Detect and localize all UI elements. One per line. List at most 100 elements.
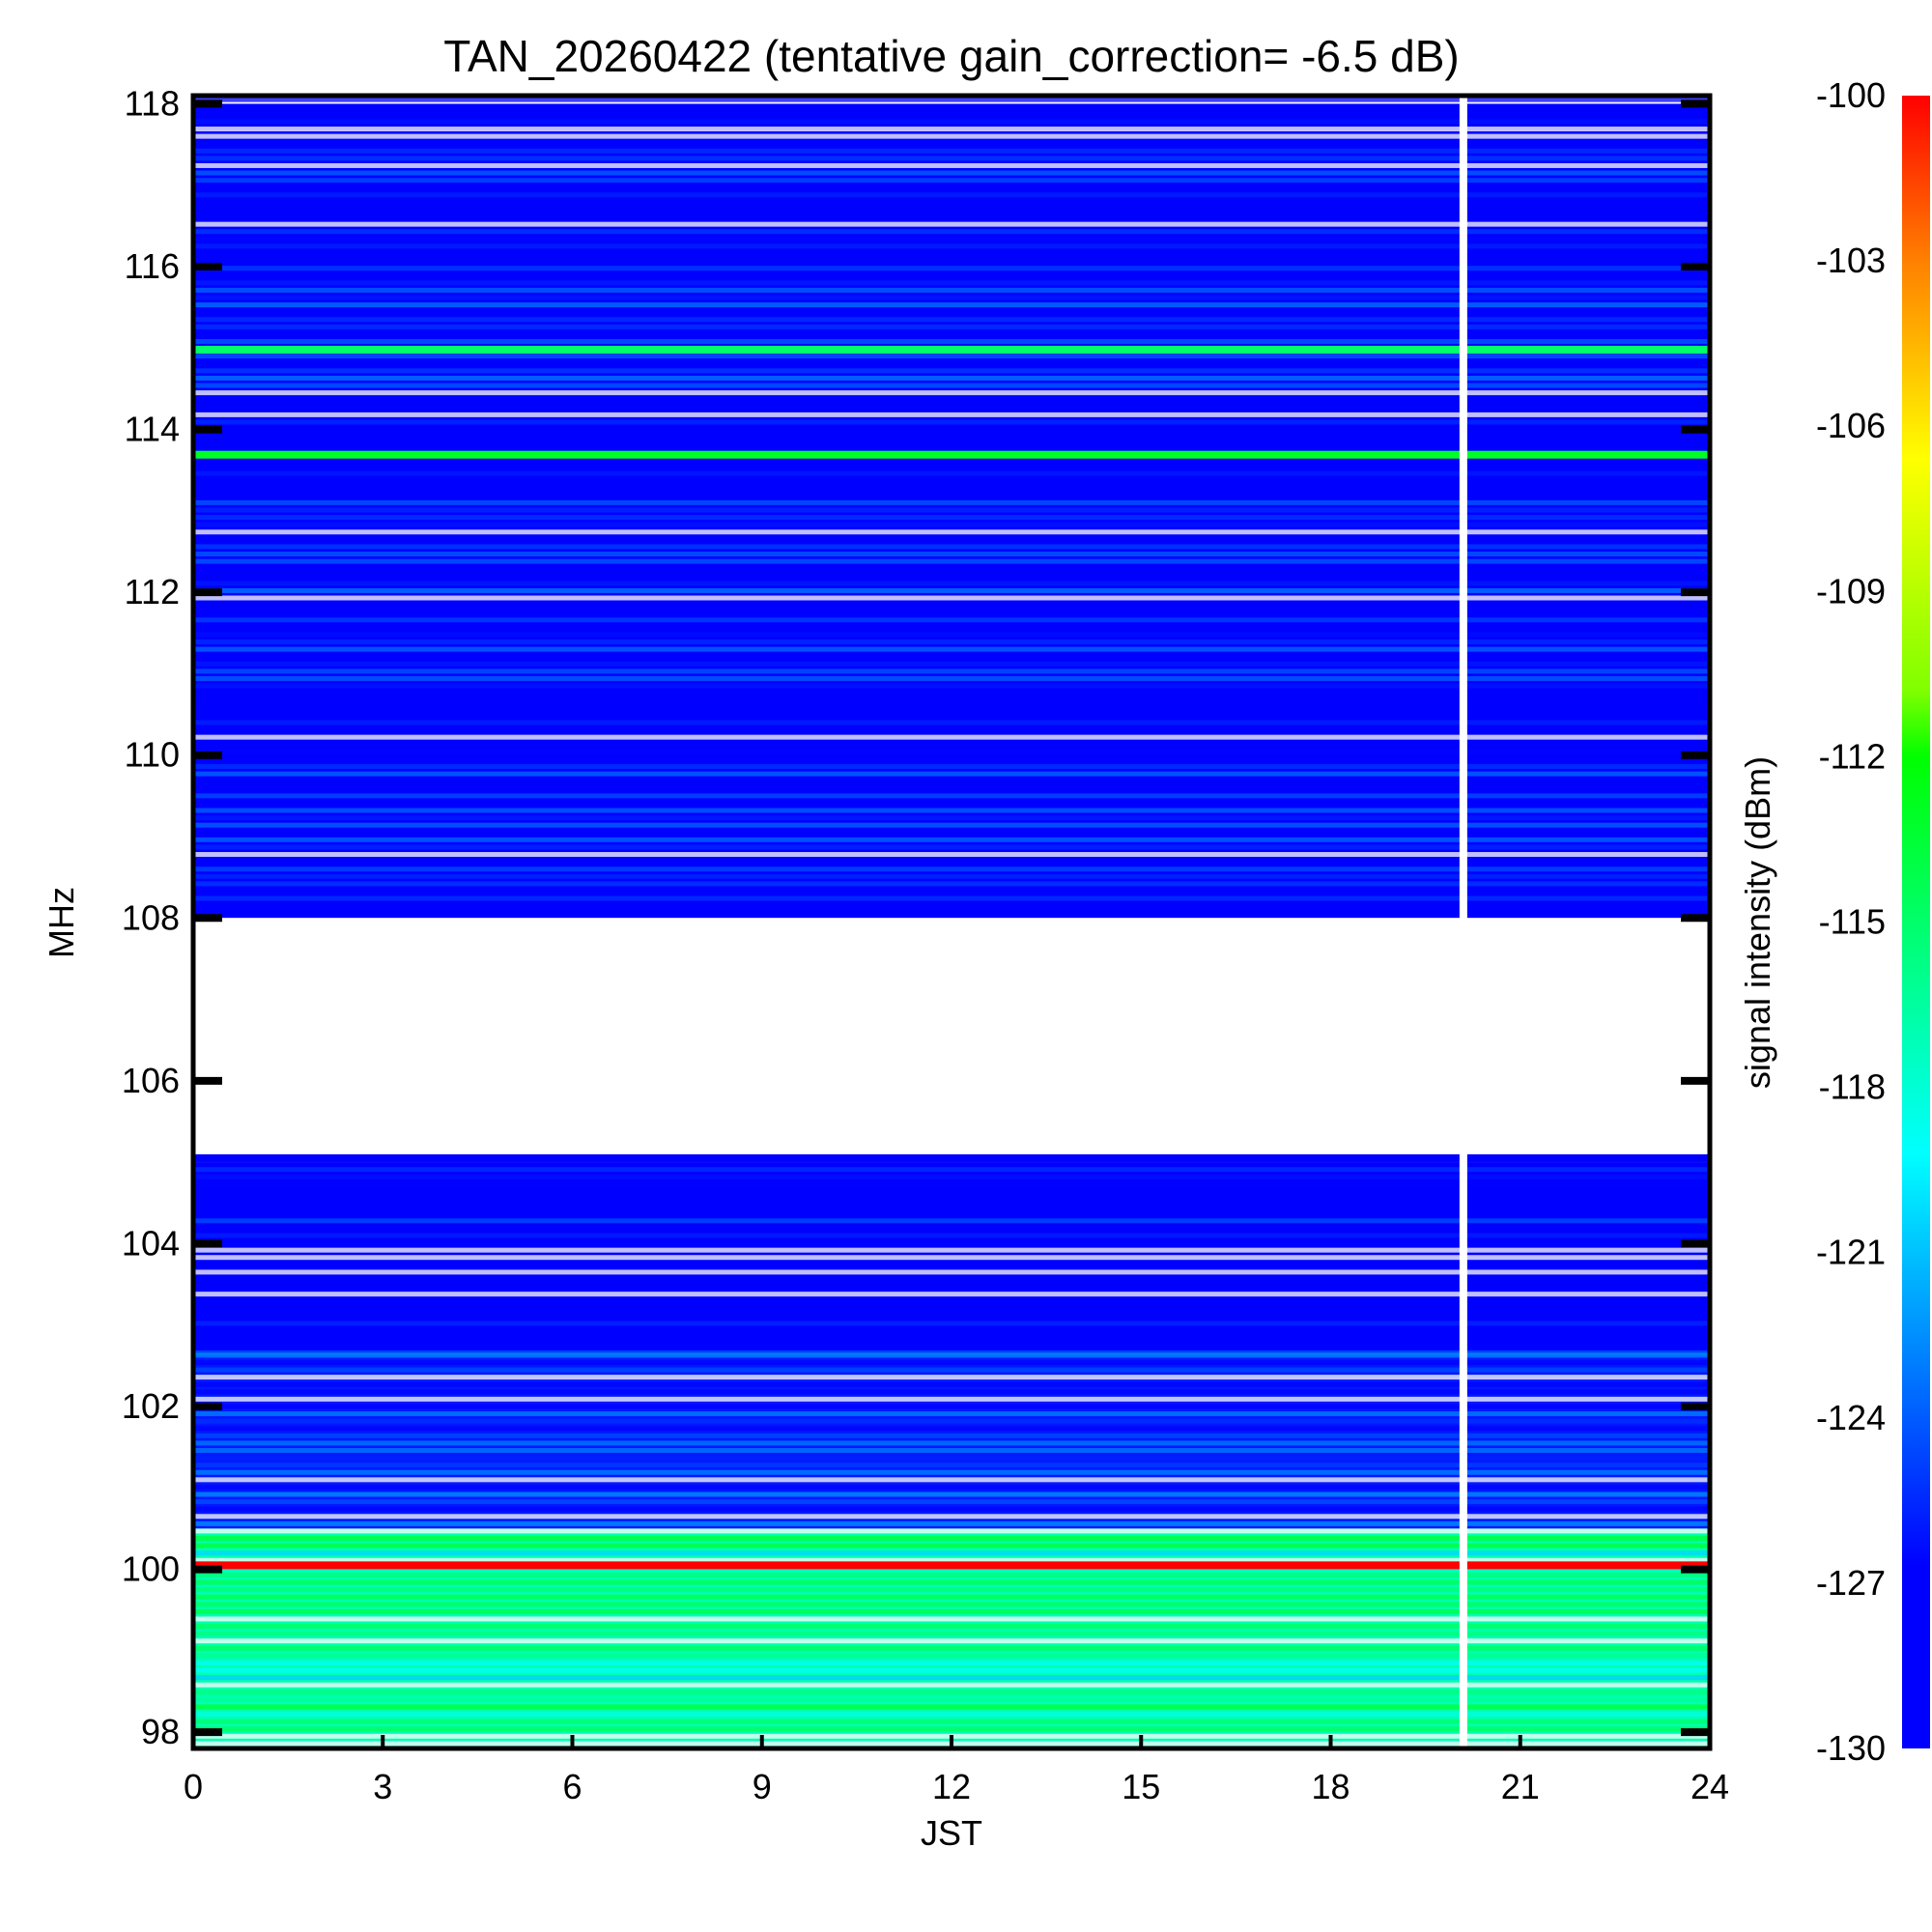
spectrum-row	[193, 1690, 1710, 1695]
spectrum-row	[193, 1167, 1710, 1173]
spectrum-row	[193, 287, 1710, 293]
spectrum-row	[193, 441, 1710, 447]
spectrum-row	[193, 1359, 1710, 1365]
spectrum-row	[193, 1343, 1710, 1349]
spectrum-row	[193, 837, 1710, 842]
colorbar-tick-label: -121	[1816, 1233, 1886, 1272]
spectrum-row	[193, 383, 1710, 388]
spectrum-row	[193, 272, 1710, 278]
spectrum-row	[193, 1233, 1710, 1238]
colorbar	[1902, 96, 1930, 1748]
spectrum-row	[193, 1181, 1710, 1187]
spectrum-row	[193, 434, 1710, 440]
spectrum-row	[193, 405, 1710, 411]
spectrum-row	[193, 1682, 1710, 1688]
spectrum-row	[193, 419, 1710, 425]
spectrum-row	[193, 463, 1710, 469]
spectrum-row	[193, 1396, 1710, 1402]
spectrum-row	[193, 830, 1710, 836]
spectrum-row	[193, 1653, 1710, 1659]
spectrum-row	[193, 178, 1710, 184]
spectrum-row	[193, 1624, 1710, 1630]
x-axis-label: JST	[921, 1813, 982, 1853]
spectrum-row	[193, 309, 1710, 315]
spectrum-row	[193, 888, 1710, 894]
y-tick-label: 110	[125, 735, 180, 775]
spectrum-row	[193, 1557, 1710, 1563]
spectrum-row	[193, 397, 1710, 403]
spectrum-row	[193, 1335, 1710, 1341]
spectrum-row	[193, 566, 1710, 572]
spectrum-row	[193, 1712, 1710, 1718]
colorbar-tick-label: -124	[1816, 1398, 1886, 1437]
spectrum-row	[193, 639, 1710, 645]
spectrum-row	[193, 1292, 1710, 1297]
spectrum-row	[193, 119, 1710, 125]
spectrum-row	[193, 610, 1710, 615]
spectrum-row	[193, 573, 1710, 579]
spectrum-row	[193, 104, 1710, 110]
spectrum-row	[193, 691, 1710, 696]
spectrum-row	[193, 221, 1710, 227]
y-tick-label: 106	[122, 1061, 180, 1100]
spectrum-row	[193, 1660, 1710, 1665]
spectrum-row	[193, 280, 1710, 286]
spectrum-row	[193, 1433, 1710, 1438]
spectrum-row	[193, 1418, 1710, 1424]
heatmap-area	[193, 96, 1710, 1748]
spectrum-row	[193, 1247, 1710, 1253]
spectrum-row	[193, 470, 1710, 476]
spectrum-row	[193, 1411, 1710, 1417]
spectrum-row	[193, 1469, 1710, 1475]
spectrum-row	[193, 867, 1710, 872]
colorbar-tick-label: -127	[1816, 1563, 1886, 1603]
spectrum-row	[193, 1255, 1710, 1261]
x-tick-label: 12	[932, 1767, 971, 1806]
spectrum-row	[193, 779, 1710, 784]
spectrum-row	[193, 683, 1710, 689]
spectrum-row	[193, 1367, 1710, 1373]
spectrum-row	[193, 654, 1710, 660]
spectrum-row	[193, 1284, 1710, 1290]
spectrum-row	[193, 1579, 1710, 1585]
spectrum-row	[193, 368, 1710, 374]
spectrum-row	[193, 266, 1710, 271]
spectrum-row	[193, 1492, 1710, 1497]
x-tick-label: 24	[1690, 1767, 1729, 1806]
spectrum-row	[193, 1298, 1710, 1304]
spectrum-row	[193, 1550, 1710, 1556]
spectrum-row	[193, 873, 1710, 879]
spectrum-row	[193, 236, 1710, 242]
spectrum-row	[193, 815, 1710, 821]
colorbar-tick-label: -100	[1816, 75, 1886, 115]
spectrum-row	[193, 243, 1710, 249]
spectrum-row	[193, 148, 1710, 154]
spectrum-row	[193, 536, 1710, 542]
y-axis-label: MHz	[42, 887, 81, 958]
spectrum-row	[193, 734, 1710, 740]
spectrum-row	[193, 1404, 1710, 1409]
x-tick-label: 3	[373, 1767, 392, 1806]
y-axis-ticks: 98 100 102 104 106 108 110 112 114 116 118	[122, 83, 1710, 1751]
spectrum-row	[193, 1159, 1710, 1165]
spectrum-row	[193, 170, 1710, 176]
spectrum-row	[193, 1520, 1710, 1526]
spectrum-row	[193, 587, 1710, 593]
spectrum-row	[193, 1726, 1710, 1732]
spectrum-row	[193, 1594, 1710, 1600]
spectrum-row	[193, 632, 1710, 638]
spectrum-row	[193, 111, 1710, 117]
spectrum-row	[193, 1210, 1710, 1216]
spectrum-row	[193, 250, 1710, 256]
spectrum-row	[193, 595, 1710, 601]
x-tick-label: 18	[1311, 1767, 1350, 1806]
y-tick-label: 114	[125, 410, 180, 449]
x-axis-ticks: 0 3 6 9 12 15 18 21 24	[184, 1735, 1729, 1806]
spectrum-row	[193, 1484, 1710, 1490]
spectrum-row	[193, 1536, 1710, 1542]
x-tick-label: 0	[184, 1767, 203, 1806]
intensity-band	[193, 918, 1710, 1163]
data-gap	[1459, 96, 1467, 1748]
spectrum-row	[193, 1645, 1710, 1651]
